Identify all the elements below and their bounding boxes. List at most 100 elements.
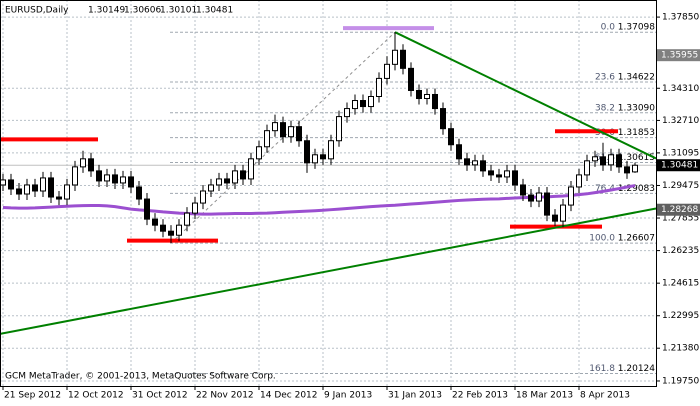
candle-body	[360, 100, 366, 108]
candle	[632, 162, 638, 173]
candle-body	[152, 218, 158, 226]
fib-price: 1.31853	[618, 128, 655, 138]
candle	[416, 84, 422, 105]
candle-body	[72, 166, 78, 186]
candle	[128, 170, 134, 193]
candle	[544, 186, 550, 222]
candle-body	[464, 158, 470, 166]
candle-body	[344, 108, 350, 118]
x-tick-label: 21 Sep 2012	[4, 391, 61, 401]
candle	[256, 140, 262, 165]
candle-body	[416, 89, 422, 100]
candle	[336, 110, 342, 147]
candle	[32, 178, 38, 198]
candle-body	[448, 128, 454, 146]
y-tick-label: 1.21380	[662, 344, 699, 354]
fib-price: 1.20124	[618, 364, 655, 374]
candle	[48, 171, 54, 204]
candle	[216, 172, 222, 191]
candle-body	[480, 160, 486, 172]
candle	[456, 138, 462, 165]
candle-body	[24, 184, 30, 195]
candle-body	[88, 158, 94, 172]
candle	[448, 122, 454, 151]
fib-price: 1.33090	[618, 103, 655, 113]
candle	[280, 116, 286, 143]
y-tick-label: 1.37850	[662, 13, 699, 23]
x-tick-label: 31 Oct 2012	[132, 391, 188, 401]
candle-body	[80, 158, 86, 168]
fib-price: 1.30615	[618, 153, 655, 163]
candle-body	[520, 184, 526, 196]
candle-body	[112, 174, 118, 184]
x-tick-label: 18 Mar 2013	[516, 391, 573, 401]
candle	[528, 188, 534, 208]
symbol: EURUSD,Daily	[5, 6, 69, 16]
y-tick-label: 1.34310	[662, 84, 699, 94]
candle-body	[568, 186, 574, 206]
candle-body	[496, 174, 502, 178]
y-tick-label: 1.22995	[662, 311, 699, 321]
candle	[320, 148, 326, 165]
candle	[232, 164, 238, 189]
candle	[272, 114, 278, 137]
candle-body	[440, 108, 446, 130]
candle-body	[224, 178, 230, 184]
candle	[40, 171, 46, 198]
price-marker	[657, 203, 700, 216]
candle	[72, 160, 78, 191]
candle	[88, 152, 94, 177]
candle	[504, 164, 510, 183]
candle	[424, 88, 430, 105]
price-marker	[657, 49, 700, 62]
fib-ratio: 23.6	[595, 72, 615, 82]
candle-body	[64, 184, 70, 200]
candle	[24, 178, 30, 201]
candle-body	[168, 230, 174, 236]
candle	[160, 219, 166, 238]
candle-body	[472, 160, 478, 166]
candle	[488, 164, 494, 181]
y-tick-label: 1.27855	[662, 214, 699, 224]
candle	[440, 102, 446, 135]
candle-layer	[0, 32, 638, 244]
candle-body	[96, 170, 102, 182]
axis-layer: 1.37850 1.34310 1.32710 1.31095 1.29475 1.278…	[2, 13, 700, 401]
candle-body	[408, 67, 414, 91]
candle-body	[184, 212, 190, 226]
candle	[560, 199, 566, 228]
candle	[592, 150, 598, 167]
candle	[96, 164, 102, 187]
candle-body	[216, 178, 222, 186]
candle	[368, 90, 374, 113]
candle-body	[200, 190, 206, 204]
candle	[432, 88, 438, 115]
candle-body	[600, 156, 606, 166]
candle	[168, 225, 174, 244]
candle	[176, 219, 182, 242]
candle	[584, 154, 590, 181]
candle	[520, 178, 526, 202]
candle-body	[176, 224, 182, 236]
candle-body	[208, 184, 214, 192]
candle	[312, 148, 318, 169]
candle	[136, 180, 142, 206]
candle	[152, 213, 158, 232]
candle-body	[0, 179, 6, 186]
candle	[8, 173, 14, 196]
candle	[536, 186, 542, 208]
header-close: 1.30481	[196, 6, 233, 16]
y-tick-label: 1.32710	[662, 116, 699, 126]
y-tick-label: 1.24615	[662, 279, 699, 289]
candle-body	[312, 154, 318, 164]
candle-body	[592, 156, 598, 162]
trend-line	[0, 207, 657, 335]
fib-price: 1.29083	[618, 184, 655, 194]
candle-body	[16, 188, 22, 195]
candle-body	[296, 126, 302, 142]
candle	[464, 152, 470, 171]
fib-ratio: 76.4	[595, 184, 615, 194]
candle-body	[280, 122, 286, 138]
y-tick-label: 1.19750	[662, 376, 699, 386]
y-tick-label: 1.29475	[662, 181, 699, 191]
